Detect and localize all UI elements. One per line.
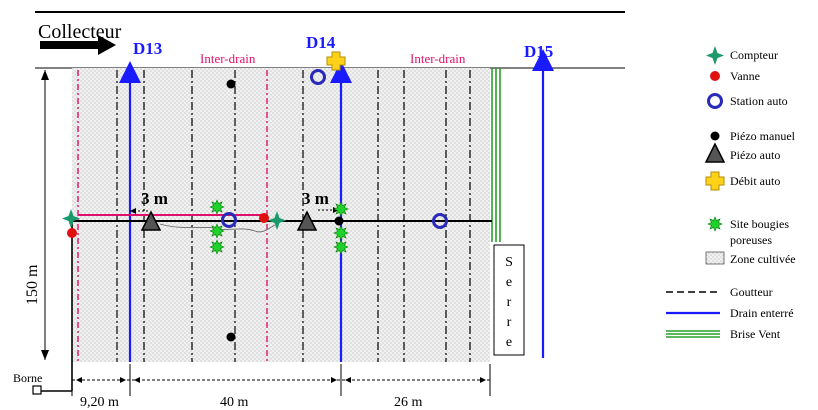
- bottom-dimension-arrows: [76, 377, 486, 383]
- piezo-manuel-marker: [334, 216, 344, 226]
- bougie-markers: [209, 199, 349, 255]
- legend-station-text: Station auto: [730, 94, 788, 108]
- legend-bougie-icon: [707, 216, 723, 232]
- legend-brise-vent-icon: [666, 330, 720, 338]
- serre-letter-1: S: [505, 255, 513, 270]
- legend-bougie-text-1: Site bougies: [730, 217, 789, 231]
- serre-letter-2: e: [506, 275, 512, 290]
- legend-piezo-manuel-icon: [710, 131, 720, 141]
- legend-piezo-auto-icon: [704, 142, 726, 163]
- borne-box: [32, 385, 42, 395]
- station-auto-marker: [310, 69, 326, 85]
- d14-label: D14: [306, 33, 336, 52]
- station-auto-marker: [432, 213, 448, 229]
- legend-compteur-icon: [706, 46, 724, 65]
- legend-piezo-auto-text: Piézo auto: [730, 148, 780, 162]
- legend-zone-text: Zone cultivée: [730, 252, 796, 266]
- compteur-marker: [62, 209, 80, 228]
- legend-debit-icon: [705, 171, 725, 191]
- piezo-manuel-marker: [226, 332, 236, 342]
- vanne-marker: [67, 228, 77, 238]
- serre-letter-5: e: [506, 335, 512, 350]
- debit-auto-marker: [326, 51, 346, 71]
- d15-label: D15: [524, 42, 553, 61]
- serre-box: [493, 244, 525, 356]
- legend-goutteur-text: Goutteur: [730, 285, 773, 299]
- legend-bougie-text-2: poreuses: [730, 233, 772, 247]
- station-auto-marker: [221, 212, 237, 228]
- legend-debit-text: Débit auto: [730, 174, 780, 188]
- legend-vanne-icon: [710, 71, 720, 81]
- borne-label: Borne: [13, 371, 42, 385]
- width-label-1: 9,20 m: [80, 395, 119, 410]
- legend-compteur-text: Compteur: [730, 48, 778, 62]
- legend-piezo-manuel-text: Piézo manuel: [730, 129, 796, 143]
- legend-zone-icon: [705, 251, 725, 265]
- width-label-2: 40 m: [220, 395, 249, 410]
- inter-drain-label-1: Inter-drain: [200, 51, 256, 66]
- piezo-manuel-marker: [226, 79, 236, 89]
- serre-letter-4: r: [507, 315, 512, 330]
- spacing-label-1: 3 m: [141, 189, 168, 208]
- collecteur-label: Collecteur: [38, 21, 122, 43]
- height-arrow-top: [41, 70, 49, 80]
- legend-brise-vent-text: Brise Vent: [730, 327, 781, 341]
- spacing-label-2: 3 m: [302, 189, 329, 208]
- bottom-dimension-ticks: [71, 364, 491, 396]
- sensor-cable: [159, 223, 276, 233]
- d13-label: D13: [133, 39, 162, 58]
- brise-vent: [491, 68, 501, 242]
- height-arrow-bottom: [41, 350, 49, 360]
- legend-vanne-text: Vanne: [730, 69, 760, 83]
- piezo-auto-marker: [296, 210, 318, 231]
- compteur-marker: [268, 211, 286, 230]
- serre-letter-3: r: [507, 295, 512, 310]
- spacing-arrowhead-1: [130, 208, 136, 214]
- height-label: 150 m: [24, 264, 41, 305]
- legend: Compteur Vanne Station auto Piézo manuel…: [666, 46, 796, 341]
- vanne-marker: [259, 213, 269, 223]
- inter-drain-label-2: Inter-drain: [410, 51, 466, 66]
- width-label-3: 26 m: [394, 395, 423, 410]
- collecteur-arrow: [40, 35, 116, 55]
- legend-station-icon: [707, 93, 723, 109]
- piezo-auto-marker: [140, 210, 162, 231]
- legend-drain-text: Drain enterré: [730, 306, 794, 320]
